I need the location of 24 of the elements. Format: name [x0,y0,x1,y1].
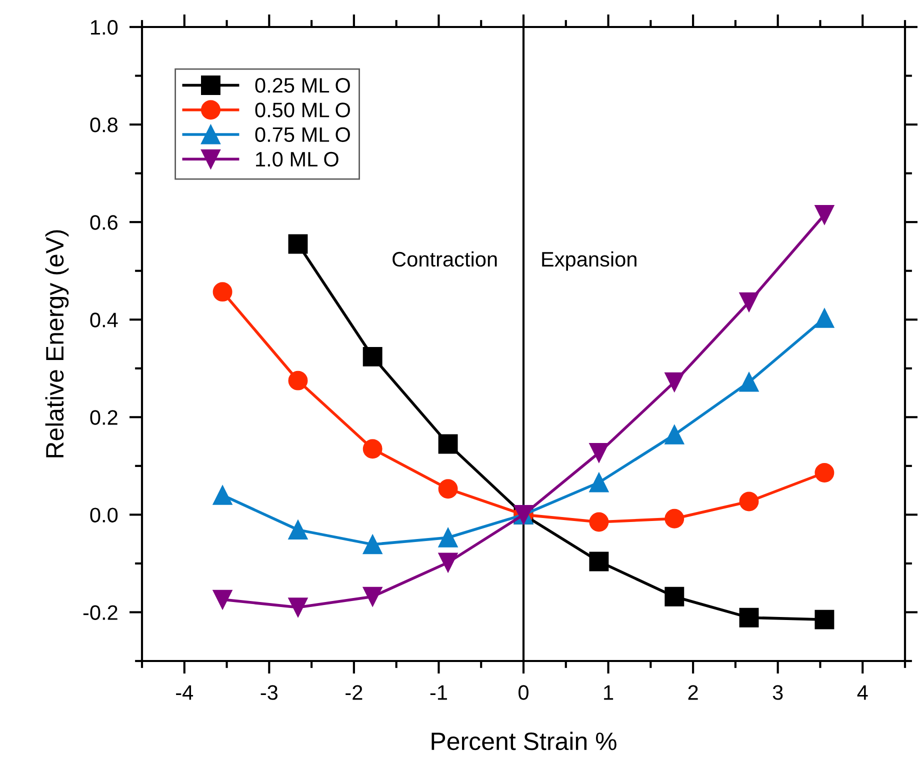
x-tick-label: 4 [857,685,868,700]
legend-label: 0.25 ML O [255,78,350,93]
x-tick-label: 2 [688,685,698,700]
x-tick-label: 3 [772,685,783,700]
x-axis-title: Percent Strain % [432,732,616,750]
x-tick-label: -4 [176,685,194,700]
x-tick-label: -3 [260,685,278,700]
y-tick-label: 0.0 [90,508,118,522]
y-tick-label: 0.6 [90,215,118,230]
annotation: Contraction [392,251,497,267]
y-tick-label: -0.2 [83,605,118,620]
annotation: Expansion [542,251,636,271]
x-tick-label: 0 [518,685,528,700]
y-tick-label: 0.2 [90,410,118,425]
y-axis-title: Relative Energy (eV) [45,230,69,458]
y-tick-label: 1.0 [91,20,118,35]
x-tick-label: 1 [604,685,614,700]
y-tick-label: 0.8 [90,118,118,132]
legend-label: 0.75 ML O [255,127,350,142]
x-tick-label: -1 [430,685,447,700]
y-tick-label: 0.4 [90,312,118,328]
legend-label: 0.50 ML O [255,102,350,118]
legend-label: 1.0 ML O [256,152,338,167]
x-tick-label: -2 [346,685,362,700]
